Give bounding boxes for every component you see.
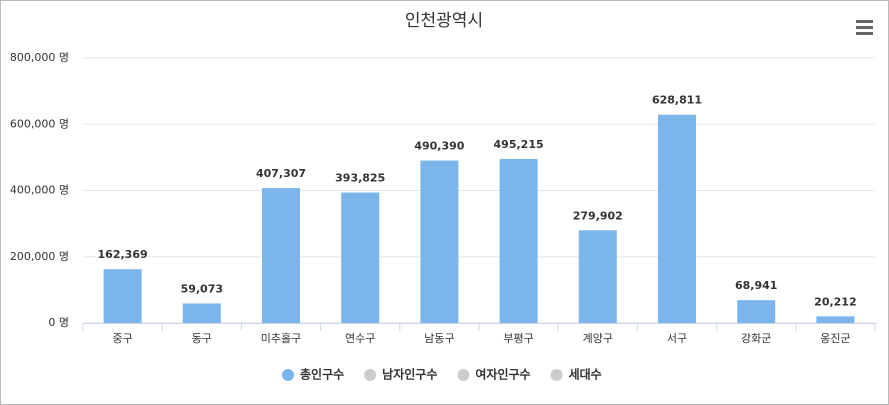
y-tick-label: 600,000 명 — [10, 117, 69, 130]
x-tick-label: 연수구 — [345, 332, 375, 345]
bar — [262, 188, 300, 323]
data-label: 162,369 — [98, 248, 148, 261]
bar — [182, 303, 221, 323]
legend-symbol — [457, 369, 470, 381]
legend-item[interactable]: 세대수 — [569, 367, 602, 382]
menu-bar — [856, 26, 873, 29]
x-tick-label: 옹진군 — [820, 332, 850, 345]
chart-title: 인천광역시 — [405, 11, 483, 31]
y-tick-label: 800,000 명 — [10, 51, 69, 64]
bar — [578, 230, 617, 323]
data-label: 393,825 — [335, 172, 385, 185]
bar — [499, 158, 538, 323]
legend-symbol — [550, 369, 563, 381]
x-tick-label: 미추홀구 — [261, 332, 301, 345]
data-label: 628,811 — [652, 94, 702, 107]
x-tick-label: 중구 — [112, 332, 132, 345]
x-tick-label: 서구 — [667, 332, 687, 345]
legend-item[interactable]: 남자인구수 — [382, 367, 437, 382]
bar — [737, 300, 776, 323]
x-tick-label: 계양구 — [583, 332, 613, 345]
menu-bar — [856, 20, 873, 23]
x-tick-label: 동구 — [192, 332, 212, 345]
x-tick-label: 부평구 — [503, 332, 533, 345]
bar — [103, 269, 142, 323]
bar — [816, 316, 855, 323]
data-label: 20,212 — [814, 295, 856, 308]
data-label: 68,941 — [735, 279, 777, 292]
legend-symbol — [364, 369, 377, 381]
data-label: 495,215 — [494, 138, 544, 151]
y-tick-label: 200,000 명 — [10, 250, 69, 263]
legend-item[interactable]: 여자인구수 — [475, 367, 530, 382]
bar — [420, 160, 459, 323]
x-tick-label: 남동구 — [424, 332, 454, 345]
data-label: 407,307 — [256, 167, 306, 180]
bar — [341, 192, 380, 323]
y-tick-label: 0 명 — [48, 316, 69, 329]
data-label: 490,390 — [414, 140, 464, 153]
bar — [658, 114, 696, 323]
y-tick-label: 400,000 명 — [10, 184, 69, 197]
legend-symbol — [282, 369, 294, 381]
x-tick-label: 강화군 — [741, 332, 771, 345]
data-label: 59,073 — [181, 282, 223, 295]
legend-item[interactable]: 총인구수 — [300, 367, 344, 382]
menu-button[interactable] — [856, 20, 873, 35]
data-label: 279,902 — [573, 209, 623, 222]
menu-bar — [856, 32, 873, 35]
